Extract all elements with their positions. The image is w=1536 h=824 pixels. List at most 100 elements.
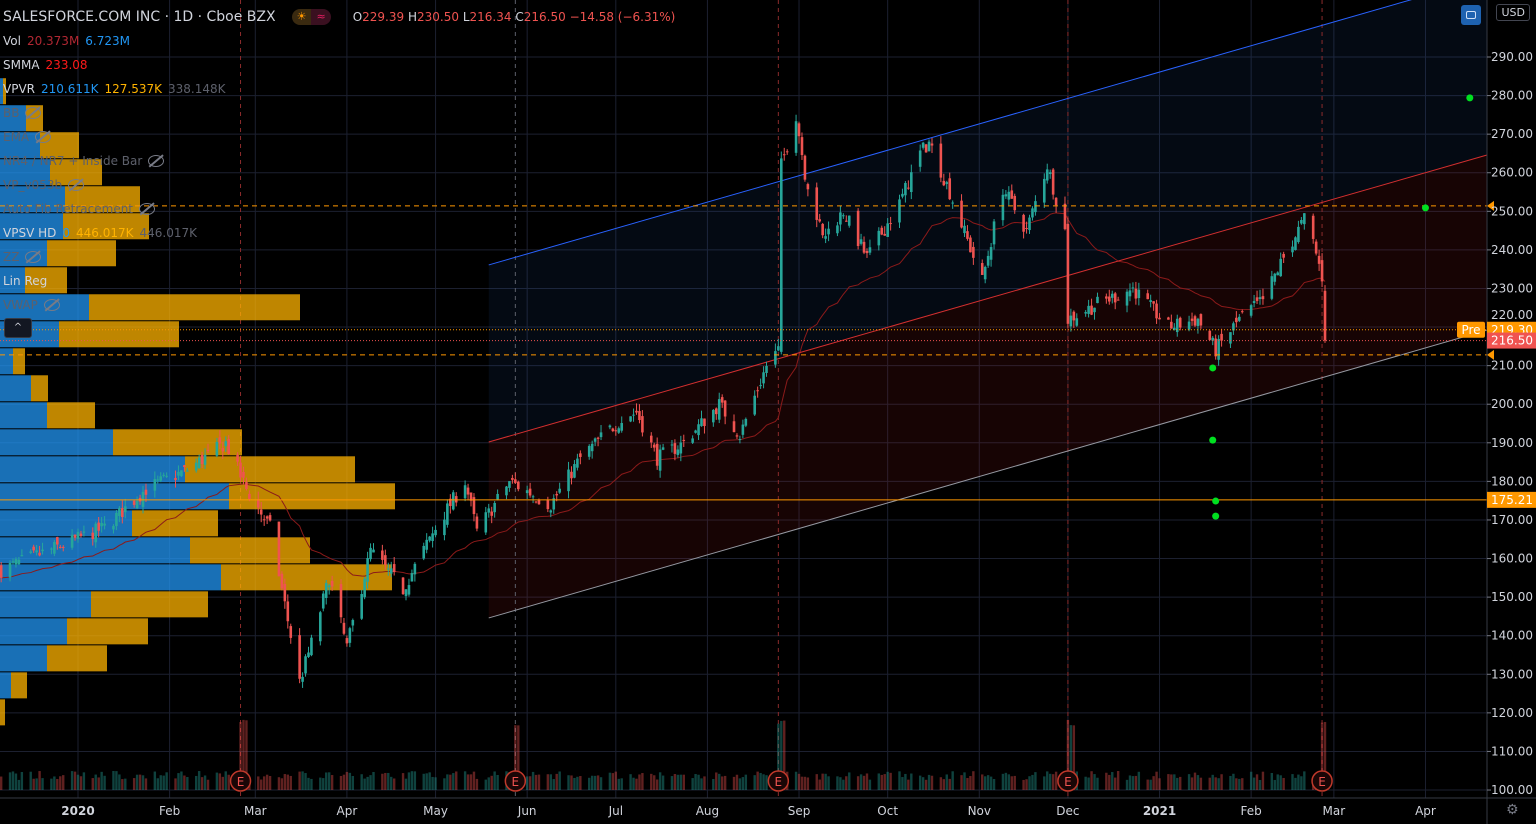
indicator-smma[interactable]: SMMA 233.08 xyxy=(3,53,675,77)
candle-body xyxy=(1187,321,1191,330)
candle-body xyxy=(862,241,866,253)
eye-hidden-icon[interactable] xyxy=(43,299,60,311)
volume-bar xyxy=(410,771,414,790)
collapse-legend-button[interactable]: ^ xyxy=(4,318,32,338)
indicator-vp-v053b[interactable]: VP_v053b xyxy=(3,173,675,197)
price-tag xyxy=(1487,491,1536,508)
candle xyxy=(345,635,349,647)
volume-bar xyxy=(800,776,804,790)
volume-profile-up-bar xyxy=(0,591,91,618)
volume-bar xyxy=(576,776,579,790)
volume-bar xyxy=(620,778,623,790)
eye-hidden-icon[interactable] xyxy=(25,251,42,263)
volume-profile-down-bar xyxy=(25,267,67,294)
indicator-nr4-nr7-inside-bar[interactable]: NR4 / NR7 + Inside Bar xyxy=(3,149,675,173)
volume-bar xyxy=(268,775,272,790)
volume-bar xyxy=(428,772,431,790)
candle xyxy=(1249,303,1253,318)
candle-body xyxy=(759,385,762,387)
candle-body xyxy=(351,620,355,626)
earnings-marker-icon xyxy=(229,770,252,792)
candle-body xyxy=(410,573,414,582)
candle xyxy=(1007,186,1011,206)
candle-body xyxy=(1323,290,1327,341)
candle-body xyxy=(496,493,499,500)
candle-body xyxy=(629,416,632,422)
candle xyxy=(862,236,866,255)
candle xyxy=(694,429,697,434)
candle-body xyxy=(774,351,777,365)
candle xyxy=(401,577,405,595)
candle-body xyxy=(1255,297,1259,301)
candle-body xyxy=(1208,330,1212,340)
candle xyxy=(410,569,414,582)
eye-hidden-icon[interactable] xyxy=(25,107,42,119)
volume-bar xyxy=(1046,771,1049,790)
symbol-title[interactable]: SALESFORCE.COM INC · 1D · Cboe BZX xyxy=(3,9,276,25)
session-badge[interactable]: ☀ ≈ xyxy=(291,9,331,25)
candle xyxy=(1001,189,1005,226)
eye-hidden-icon[interactable] xyxy=(148,155,165,167)
indicator-vpvr[interactable]: VPVR 210.611K 127.537K 338.148K xyxy=(3,77,675,101)
candle xyxy=(1300,217,1303,225)
candle-body xyxy=(927,141,931,152)
candle xyxy=(528,482,532,498)
candle-body xyxy=(363,578,366,598)
candle xyxy=(1311,213,1315,244)
fullscreen-icon[interactable] xyxy=(1461,5,1481,25)
price-tag-label: 175.21 xyxy=(1491,493,1533,507)
candle-body xyxy=(389,568,393,574)
candle xyxy=(277,521,281,577)
volume-bar xyxy=(360,774,363,790)
volume-bar xyxy=(159,775,162,790)
candle xyxy=(1146,289,1150,300)
candle-body xyxy=(1317,255,1321,264)
y-tick-label: 190.00 xyxy=(1491,436,1533,450)
volume-bar xyxy=(330,775,334,790)
indicator-lin-reg[interactable]: Lin Reg xyxy=(3,269,675,293)
candle xyxy=(531,494,535,504)
indicator-vpsv-hd[interactable]: VPSV HD 0 446.017K 446.017K xyxy=(3,221,675,245)
candle-body xyxy=(989,247,993,260)
indicator-value: 338.148K xyxy=(168,82,226,96)
candle-body xyxy=(200,455,204,465)
volume-bar xyxy=(41,778,44,790)
candle xyxy=(1051,168,1055,200)
candle-body xyxy=(930,143,934,146)
volume-bar xyxy=(960,775,963,790)
candle xyxy=(963,219,966,238)
indicator-ema[interactable]: EMA xyxy=(3,125,675,149)
eye-hidden-icon[interactable] xyxy=(68,179,85,191)
gear-icon[interactable]: ⚙ xyxy=(1506,802,1519,818)
volume-bar xyxy=(327,772,331,790)
volume-bar xyxy=(815,774,818,790)
volume-bar xyxy=(384,772,387,790)
candle xyxy=(1048,169,1052,179)
volume-bar xyxy=(827,776,830,790)
candle-body xyxy=(487,508,491,513)
volume-bar xyxy=(1282,777,1285,790)
candle xyxy=(587,444,591,460)
candle-body xyxy=(638,411,641,421)
indicator-vwap[interactable]: VWAP xyxy=(3,293,675,317)
candle xyxy=(886,218,889,237)
volume-bar xyxy=(528,776,532,790)
candle-body xyxy=(1087,305,1090,314)
candle xyxy=(1208,330,1212,341)
candle xyxy=(197,454,201,469)
volume-profile-down-bar xyxy=(89,294,300,321)
candle-body xyxy=(821,223,824,236)
indicator-auto-fib-retracement[interactable]: Auto Fib Retracement xyxy=(3,197,675,221)
volume-bar xyxy=(1034,772,1037,790)
eye-hidden-icon[interactable] xyxy=(35,131,52,143)
indicator-zz[interactable]: ZZ xyxy=(3,245,675,269)
candle-body xyxy=(573,464,576,478)
candle-body xyxy=(1107,296,1111,302)
eye-hidden-icon[interactable] xyxy=(139,203,156,215)
indicator-bb[interactable]: BB xyxy=(3,101,675,125)
candle xyxy=(720,394,724,408)
currency-button[interactable]: USD xyxy=(1496,4,1530,21)
indicator-vol[interactable]: Vol 20.373M 6.723M xyxy=(3,29,675,53)
candle-body xyxy=(546,500,550,510)
